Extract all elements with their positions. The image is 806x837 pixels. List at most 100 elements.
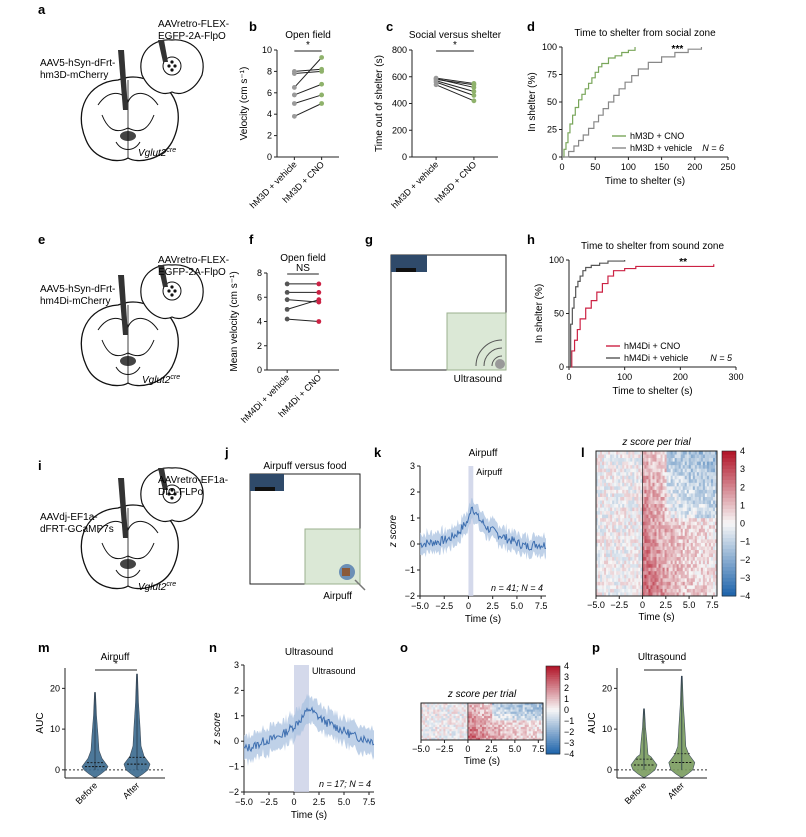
l-heat-cell — [644, 560, 647, 565]
l-heat-cell — [704, 489, 708, 494]
o-heat-cell — [502, 722, 505, 726]
l-heat-cell — [632, 535, 635, 540]
l-heat-cell — [688, 539, 692, 544]
l-heat-cell — [676, 592, 680, 597]
l-heat-cell — [678, 588, 682, 593]
o-heat-cell — [482, 713, 485, 717]
l-heat-cell — [706, 564, 710, 569]
l-heat-cell — [686, 496, 690, 501]
l-heat-cell — [714, 486, 718, 491]
o-heat-cell — [421, 703, 424, 706]
l-heat-cell — [622, 567, 625, 572]
l-heat-cell — [698, 550, 702, 554]
j-shelter — [250, 474, 284, 491]
l-colorbar-cell — [722, 552, 736, 557]
l-heat-cell — [650, 588, 653, 593]
o-heat-cell — [431, 711, 434, 715]
o-heat-cell — [526, 722, 530, 726]
o-heat-cell — [471, 737, 475, 741]
l-heat-cell — [648, 521, 651, 526]
o-heat-cell — [447, 735, 450, 739]
l-heat-cell — [646, 468, 649, 473]
o-heat-cell — [514, 720, 517, 723]
l-heat-cell — [602, 496, 605, 501]
l-heat-cell — [674, 571, 678, 576]
b-pair-line — [294, 94, 322, 104]
l-xtick-label: 2.5 — [660, 600, 673, 610]
o-heat-cell — [532, 733, 536, 737]
l-heat-cell — [672, 578, 676, 583]
l-colorbar-cell — [722, 559, 736, 564]
o-heat-cell — [431, 718, 434, 721]
l-heat-cell — [698, 525, 702, 530]
l-heat-cell — [608, 539, 611, 544]
l-heat-cell — [614, 514, 617, 519]
o-heat-cell — [490, 705, 493, 708]
o-heat-cell — [461, 711, 465, 715]
brain-i-needle — [118, 478, 128, 538]
l-heat-cell — [678, 454, 682, 459]
l-heat-cell — [692, 581, 696, 586]
o-heat-cell — [538, 718, 542, 721]
l-heat-cell — [608, 550, 611, 554]
b-point — [319, 55, 325, 60]
l-heat-cell — [692, 560, 696, 565]
o-heat-cell — [506, 733, 509, 737]
l-heat-cell — [670, 535, 674, 540]
l-heat-cell — [618, 535, 621, 540]
l-heat-cell — [704, 465, 708, 470]
l-heat-cell — [646, 560, 649, 565]
l-heat-cell — [680, 571, 684, 576]
l-heat-cell — [660, 581, 663, 586]
l-heat-cell — [670, 578, 674, 583]
o-heat-cell — [526, 726, 530, 730]
o-heat-cell — [516, 724, 519, 728]
o-heat-cell — [467, 707, 471, 710]
l-heat-cell — [714, 542, 718, 547]
l-heat-cell — [596, 564, 599, 569]
l-heat-cell — [618, 472, 621, 477]
l-heat-cell — [604, 578, 607, 583]
l-heat-cell — [624, 578, 627, 583]
l-heat-cell — [628, 532, 631, 537]
l-heat-cell — [678, 468, 682, 473]
o-heat-cell — [538, 705, 542, 708]
o-heat-cell — [451, 733, 454, 737]
o-heat-cell — [482, 720, 485, 723]
l-heat-cell — [676, 458, 680, 463]
o-heat-cell — [459, 726, 463, 730]
l-heat-cell — [618, 560, 621, 565]
o-heat-cell — [516, 705, 519, 708]
l-heat-cell — [598, 475, 601, 480]
o-heat-cell — [427, 713, 430, 717]
l-heat-cell — [680, 521, 684, 526]
o-heat-cell — [453, 724, 456, 728]
l-heat-cell — [712, 532, 716, 537]
l-heat-cell — [674, 528, 678, 533]
l-heat-cell — [630, 451, 633, 455]
l-heat-cell — [622, 472, 625, 477]
l-heat-cell — [614, 458, 617, 463]
l-heat-cell — [692, 528, 696, 533]
l-heat-cell — [696, 489, 700, 494]
l-heat-cell — [692, 461, 696, 466]
l-heat-cell — [624, 546, 627, 551]
brain-e — [80, 264, 204, 387]
l-heat-cell — [672, 546, 676, 551]
l-heat-cell — [706, 525, 710, 530]
panel-letter-j: j — [224, 445, 229, 460]
l-heat-cell — [692, 585, 696, 590]
o-heat-cell — [510, 722, 513, 726]
o-heat-cell — [484, 726, 487, 730]
o-heat-cell — [502, 709, 505, 713]
l-heat-cell — [706, 500, 710, 505]
l-heat-cell — [662, 535, 665, 540]
o-heat-cell — [463, 711, 467, 715]
o-heat-cell — [508, 737, 511, 741]
l-heat-cell — [610, 553, 613, 558]
l-heat-cell — [620, 571, 623, 576]
o-heat-cell — [457, 716, 461, 719]
l-heat-cell — [676, 518, 680, 523]
o-heat-cell — [538, 722, 542, 726]
l-heat-cell — [658, 553, 661, 558]
